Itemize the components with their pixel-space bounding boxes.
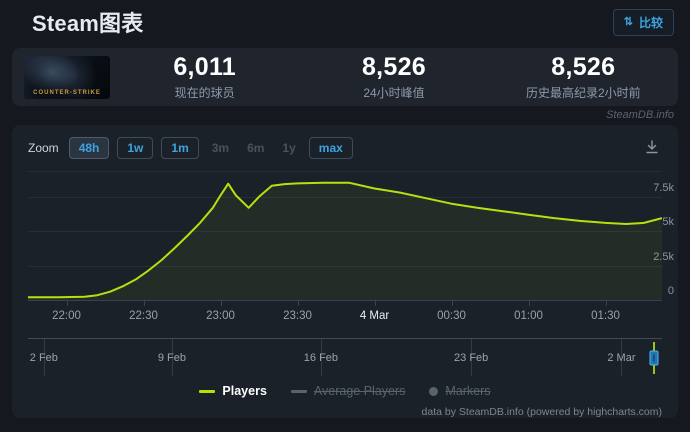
alltime-peak-value: 8,526: [551, 53, 616, 81]
current-players-value: 6,011: [173, 53, 236, 81]
stats-panel: COUNTER-STRIKE 6,011 现在的球员 8,526 24小时峰值 …: [12, 48, 678, 106]
navigator-gridline: [471, 339, 473, 376]
zoom-button-6m: 6m: [242, 137, 269, 159]
chart-legend: Players Average Players Markers: [28, 378, 662, 404]
navigator-gridline: [320, 339, 322, 376]
x-tick: [528, 301, 530, 306]
navigator-handle[interactable]: [649, 350, 659, 365]
x-tick: [66, 301, 68, 306]
x-tick: [605, 301, 607, 306]
stat-24h-peak: 8,526 24小时峰值: [299, 53, 488, 101]
gridline-5k: [28, 231, 662, 233]
current-players-label: 现在的球员: [174, 86, 235, 100]
navigator-gridline: [43, 339, 45, 376]
chart-toolbar: Zoom 48h 1w 1m 3m 6m 1y max: [28, 125, 662, 171]
download-chart-button[interactable]: [642, 137, 662, 160]
zoom-button-1w[interactable]: 1w: [117, 137, 154, 159]
navigator-label-9-Feb: 9 Feb: [157, 351, 186, 364]
legend-circle-marker: [429, 386, 439, 396]
compare-icon: ⇅: [623, 16, 633, 28]
x-axis-label-01:30: 01:30: [591, 310, 620, 322]
gridline-2.5k: [28, 265, 662, 267]
steamdb-watermark: SteamDB.info: [606, 109, 674, 121]
navigator-gridline: [621, 339, 623, 376]
legend-item-markers[interactable]: Markers: [429, 384, 491, 398]
game-thumbnail: COUNTER-STRIKE: [24, 55, 110, 99]
x-axis-label-4-Mar: 4 Mar: [359, 310, 390, 322]
zoom-button-max[interactable]: max: [308, 137, 353, 159]
zoom-button-group: 48h 1w 1m 3m 6m 1y max: [68, 137, 353, 159]
x-axis-label-23:00: 23:00: [206, 310, 235, 322]
zoom-button-48h[interactable]: 48h: [68, 137, 110, 159]
compare-button-label: 比较: [638, 16, 663, 30]
x-axis-label-23:30: 23:30: [283, 310, 312, 322]
stat-current-players: 6,011 现在的球员: [110, 53, 299, 101]
legend-item-average-players[interactable]: Average Players: [290, 384, 406, 398]
zoom-button-1y: 1y: [277, 137, 300, 159]
x-tick: [220, 301, 222, 306]
x-tick: [297, 301, 299, 306]
x-tick: [143, 301, 145, 306]
compare-button[interactable]: ⇅ 比较: [612, 9, 674, 36]
page-title: Steam图表: [32, 11, 144, 36]
plot-area: 0 2.5k 5k 7.5k: [28, 171, 674, 301]
legend-line-marker: [290, 389, 307, 393]
gridline-7.5k: [28, 196, 662, 198]
chart-panel: Zoom 48h 1w 1m 3m 6m 1y max 0 2.5k 5k 7.5k 22:00 2…: [12, 125, 678, 418]
download-icon: [646, 139, 658, 153]
stat-alltime-peak: 8,526 历史最高纪录2小时前: [489, 53, 678, 101]
legend-item-label: Players: [222, 384, 267, 398]
zoom-label: Zoom: [28, 141, 59, 155]
legend-item-label: Average Players: [313, 384, 406, 398]
zoom-button-1m[interactable]: 1m: [161, 137, 199, 159]
peak-24h-value: 8,526: [361, 53, 427, 81]
x-axis-label-22:30: 22:30: [129, 310, 158, 322]
navigator-label-2-Mar: 2 Mar: [607, 351, 636, 364]
x-axis-label-01:00: 01:00: [514, 310, 543, 322]
game-logo-text: COUNTER-STRIKE: [33, 89, 101, 96]
x-axis-label-00:30: 00:30: [437, 310, 466, 322]
y-axis-label-0: 0: [667, 285, 674, 297]
legend-line-marker: [199, 389, 216, 393]
range-navigator: 2 Feb 9 Feb 16 Feb 23 Feb 2 Mar: [28, 338, 662, 376]
navigator-label-23-Feb: 23 Feb: [454, 351, 489, 364]
y-axis-label-2.5k: 2.5k: [653, 250, 674, 263]
x-tick: [451, 301, 453, 306]
y-axis-label-7.5k: 7.5k: [653, 181, 674, 194]
navigator-label-16-Feb: 16 Feb: [303, 351, 339, 364]
legend-item-label: Markers: [445, 384, 491, 398]
alltime-peak-label: 历史最高纪录2小时前: [525, 86, 641, 100]
legend-item-players[interactable]: Players: [199, 384, 267, 398]
navigator-label-2-Feb: 2 Feb: [29, 351, 58, 364]
peak-24h-label: 24小时峰值: [363, 86, 425, 100]
x-axis: 22:00 22:30 23:00 23:30 4 Mar 00:30 01:00 01:30: [28, 301, 662, 338]
y-axis-label-5k: 5k: [662, 216, 674, 229]
chart-credits: data by SteamDB.info (powered by highcha…: [421, 406, 662, 418]
players-series: [28, 181, 662, 300]
navigator-gridline: [171, 339, 173, 376]
x-axis-label-22:00: 22:00: [52, 310, 81, 322]
zoom-button-3m: 3m: [207, 137, 234, 159]
x-tick: [374, 301, 376, 306]
